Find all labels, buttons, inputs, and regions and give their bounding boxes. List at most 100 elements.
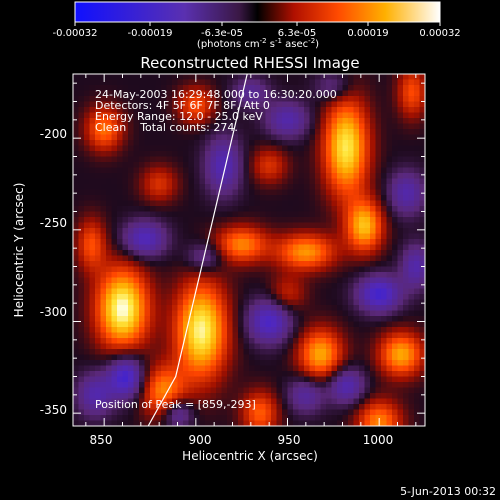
heatmap-cell: [183, 376, 190, 383]
heatmap-cell: [106, 233, 113, 240]
heatmap-cell: [128, 178, 135, 185]
heatmap-cell: [133, 118, 140, 125]
heatmap-cell: [150, 316, 157, 323]
heatmap-cell: [172, 140, 179, 147]
heatmap-cell: [375, 156, 382, 163]
heatmap-cell: [100, 376, 107, 383]
heatmap-cell: [199, 189, 206, 196]
heatmap-cell: [265, 404, 272, 411]
heatmap-cell: [309, 195, 316, 202]
heatmap-cell: [287, 222, 294, 229]
heatmap-cell: [348, 211, 355, 218]
heatmap-cell: [155, 255, 162, 262]
heatmap-cell: [166, 90, 173, 97]
heatmap-cell: [221, 365, 228, 372]
heatmap-cell: [386, 74, 393, 81]
heatmap-cell: [172, 129, 179, 136]
heatmap-cell: [144, 398, 151, 405]
heatmap-cell: [161, 398, 168, 405]
heatmap-cell: [337, 167, 344, 174]
heatmap-cell: [89, 90, 96, 97]
heatmap-cell: [144, 107, 151, 114]
heatmap-cell: [386, 250, 393, 257]
heatmap-cell: [353, 85, 360, 92]
heatmap-cell: [370, 283, 377, 290]
heatmap-cell: [73, 305, 80, 312]
heatmap-cell: [392, 365, 399, 372]
heatmap-cell: [265, 327, 272, 334]
heatmap-cell: [298, 277, 305, 284]
heatmap-cell: [227, 316, 234, 323]
heatmap-cell: [133, 112, 140, 119]
heatmap-cell: [139, 316, 146, 323]
heatmap-cell: [282, 294, 289, 301]
heatmap-cell: [172, 360, 179, 367]
heatmap-cell: [194, 167, 201, 174]
heatmap-cell: [216, 332, 223, 339]
heatmap-cell: [122, 343, 129, 350]
heatmap-cell: [348, 360, 355, 367]
heatmap-cell: [232, 283, 239, 290]
heatmap-cell: [221, 156, 228, 163]
colorbar-tick-label: -0.00032: [53, 28, 98, 39]
heatmap-cell: [403, 239, 410, 246]
heatmap-cell: [353, 310, 360, 317]
heatmap-cell: [381, 332, 388, 339]
heatmap-cell: [73, 382, 80, 389]
heatmap-cell: [199, 294, 206, 301]
heatmap-cell: [337, 233, 344, 240]
heatmap-cell: [397, 327, 404, 334]
heatmap-cell: [337, 371, 344, 378]
heatmap-cell: [249, 420, 256, 426]
heatmap-cell: [403, 140, 410, 147]
heatmap-cell: [337, 266, 344, 273]
heatmap-cell: [326, 173, 333, 180]
heatmap-cell: [342, 376, 349, 383]
heatmap-cell: [408, 382, 415, 389]
heatmap-cell: [419, 134, 425, 141]
heatmap-cell: [342, 195, 349, 202]
heatmap-cell: [133, 255, 140, 262]
heatmap-cell: [293, 338, 300, 345]
heatmap-cell: [177, 195, 184, 202]
heatmap-cell: [381, 305, 388, 312]
heatmap-cell: [375, 79, 382, 86]
heatmap-cell: [106, 118, 113, 125]
heatmap-cell: [73, 228, 80, 235]
heatmap-cell: [287, 255, 294, 262]
heatmap-cell: [122, 338, 129, 345]
heatmap-cell: [364, 217, 371, 224]
heatmap-cell: [194, 74, 201, 81]
heatmap-cell: [386, 332, 393, 339]
heatmap-cell: [194, 409, 201, 416]
colorbar-gradient: [74, 1, 441, 23]
heatmap-cell: [353, 101, 360, 108]
heatmap-cell: [271, 387, 278, 394]
heatmap-cell: [298, 244, 305, 251]
heatmap-cell: [282, 327, 289, 334]
heatmap-cell: [293, 123, 300, 130]
heatmap-cell: [183, 266, 190, 273]
heatmap-cell: [106, 404, 113, 411]
heatmap-cell: [298, 343, 305, 350]
heatmap-cell: [370, 250, 377, 257]
heatmap-cell: [265, 151, 272, 158]
heatmap-cell: [188, 365, 195, 372]
heatmap-cell: [139, 184, 146, 191]
heatmap-cell: [84, 244, 91, 251]
heatmap-cell: [315, 101, 322, 108]
heatmap-cell: [221, 299, 228, 306]
heatmap-cell: [106, 316, 113, 323]
heatmap-cell: [243, 112, 250, 119]
heatmap-cell: [117, 294, 124, 301]
heatmap-cell: [375, 167, 382, 174]
heatmap-cell: [243, 85, 250, 92]
heatmap-cell: [331, 415, 338, 422]
heatmap-cell: [392, 107, 399, 114]
colorbar-tick-label: 0.00019: [347, 28, 388, 39]
heatmap-cell: [326, 387, 333, 394]
heatmap-cell: [117, 409, 124, 416]
heatmap-cell: [144, 85, 151, 92]
heatmap-cell: [111, 349, 118, 356]
heatmap-cell: [161, 200, 168, 207]
